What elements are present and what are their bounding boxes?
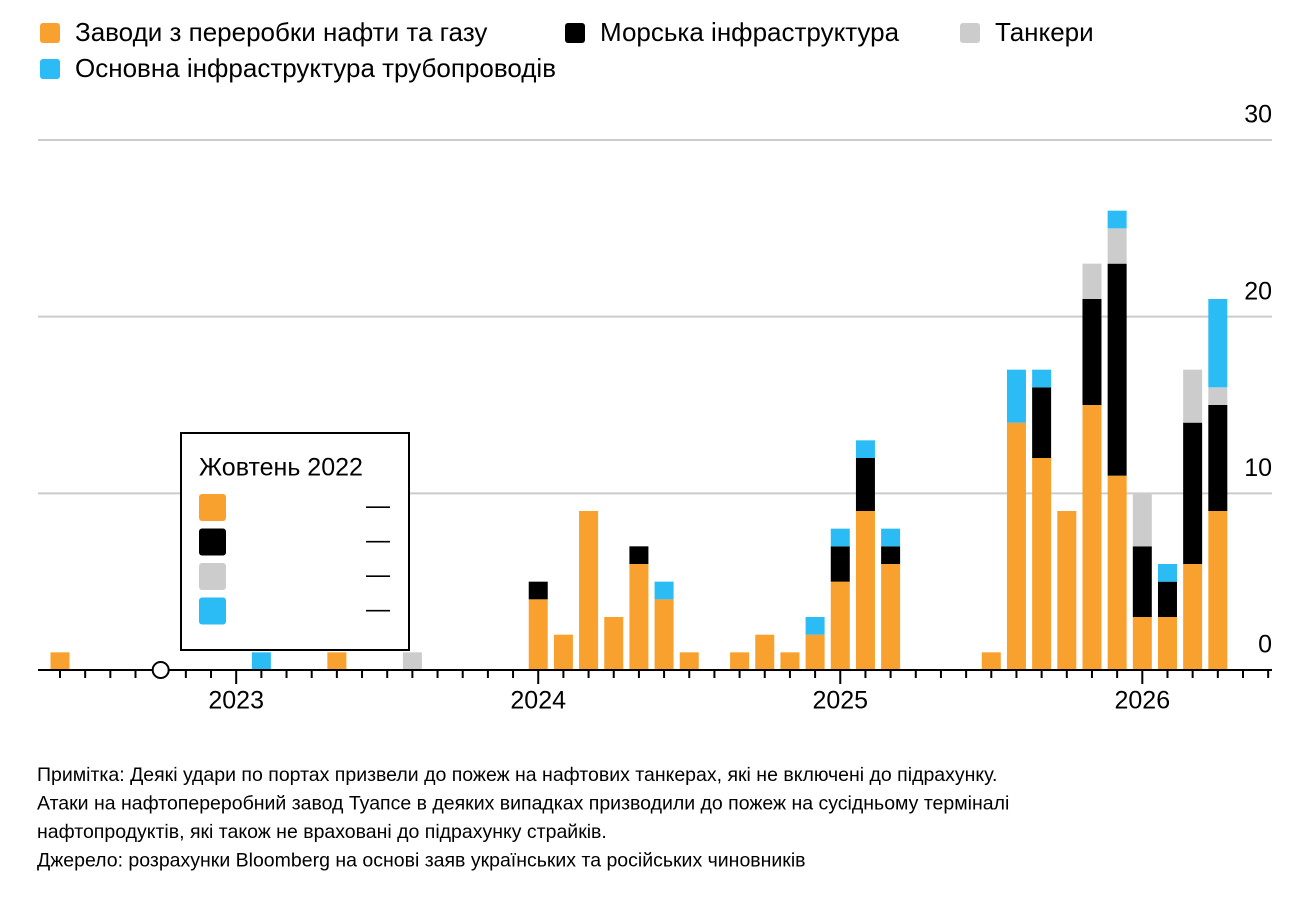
y-tick-label: 10 — [1244, 454, 1272, 482]
bar-segment — [629, 546, 649, 564]
bar-segment — [780, 652, 800, 670]
note: Джерело: розрахунки Bloomberg на основі … — [37, 850, 806, 872]
tooltip-swatch — [199, 528, 226, 556]
bar-segment — [629, 564, 649, 670]
bar-segment — [528, 599, 548, 670]
bar-segment — [1208, 405, 1228, 511]
note: Примітка: Деякі удари по портах призвели… — [37, 764, 997, 786]
tooltip-swatch — [199, 597, 226, 625]
bar-segment — [1006, 422, 1026, 670]
bar-segment — [1183, 422, 1203, 564]
bar-segment — [1082, 299, 1102, 405]
bar-segment — [1032, 387, 1052, 458]
bar-segment — [1032, 369, 1052, 388]
tooltip-value: — — [366, 527, 390, 554]
bar-segment — [1057, 511, 1077, 670]
legend-label: Заводи з переробки нафти та газу — [75, 17, 487, 47]
legend-swatch — [40, 23, 60, 43]
bar-segment — [755, 634, 775, 670]
bar-segment — [730, 652, 750, 670]
bar-segment — [679, 652, 699, 670]
y-tick-label: 30 — [1244, 101, 1272, 129]
bar-segment — [50, 652, 70, 670]
bar-segment — [855, 458, 875, 511]
bar-segment — [1183, 369, 1203, 423]
bar-segment — [1006, 369, 1026, 423]
bar-segment — [805, 634, 825, 670]
bar-segment — [805, 617, 825, 635]
tooltip-value: — — [366, 596, 390, 623]
tooltip-swatch — [199, 494, 226, 521]
bar-segment — [1107, 210, 1127, 229]
bar-segment — [327, 652, 347, 670]
legend-label: Танкери — [995, 17, 1094, 47]
tooltip-value: — — [366, 561, 390, 588]
bar-segment — [528, 581, 548, 600]
bar-segment — [1183, 564, 1203, 670]
note: Атаки на нафтопереробний завод Туапсе в … — [37, 793, 1009, 815]
x-tick-label: 2024 — [510, 687, 566, 715]
bar-segment — [1157, 581, 1177, 617]
bar-segment — [1208, 387, 1228, 405]
legend-swatch — [960, 23, 980, 43]
y-tick-label: 0 — [1258, 631, 1272, 659]
tooltip-value: — — [366, 492, 390, 519]
bar-segment — [654, 581, 674, 600]
bar-segment — [1032, 458, 1052, 670]
bar-segment — [830, 581, 850, 670]
tooltip-title: Жовтень 2022 — [199, 454, 363, 482]
bar-segment — [1082, 405, 1102, 670]
bar-segment — [1132, 493, 1152, 547]
bar-segment — [1107, 475, 1127, 670]
bar-segment — [604, 617, 624, 670]
bar-segment — [1208, 299, 1228, 388]
bar-segment — [1107, 228, 1127, 264]
bar-segment — [855, 440, 875, 458]
bar-segment — [830, 528, 850, 547]
bar-segment — [1157, 564, 1177, 582]
hover-marker — [151, 661, 170, 679]
bar-segment — [1132, 617, 1152, 670]
y-tick-label: 20 — [1244, 277, 1272, 305]
legend-swatch — [565, 23, 585, 43]
bar-segment — [1208, 511, 1228, 670]
x-tick-label: 2023 — [208, 687, 264, 715]
bar-segment — [881, 564, 901, 670]
bar-segment — [981, 652, 1001, 670]
bar-segment — [1157, 617, 1177, 670]
legend-label: Основна інфраструктура трубопроводів — [75, 53, 556, 83]
x-tick-label: 2026 — [1114, 687, 1170, 715]
bar-segment — [1107, 263, 1127, 476]
x-tick-label: 2025 — [812, 687, 868, 715]
bar-segment — [881, 546, 901, 564]
bar-segment — [830, 546, 850, 582]
bar-segment — [855, 511, 875, 670]
bar-segment — [251, 652, 271, 670]
tooltip-swatch — [199, 563, 226, 590]
bar-segment — [654, 599, 674, 670]
bar-segment — [1132, 546, 1152, 617]
note: нафтопродуктів, які також не враховані д… — [37, 821, 607, 843]
legend-label: Морська інфраструктура — [600, 17, 900, 47]
bar-segment — [1082, 263, 1102, 299]
bar-segment — [402, 652, 422, 670]
bar-segment — [553, 634, 573, 670]
bar-segment — [881, 528, 901, 547]
bar-segment — [579, 511, 599, 670]
legend-swatch — [40, 59, 60, 79]
